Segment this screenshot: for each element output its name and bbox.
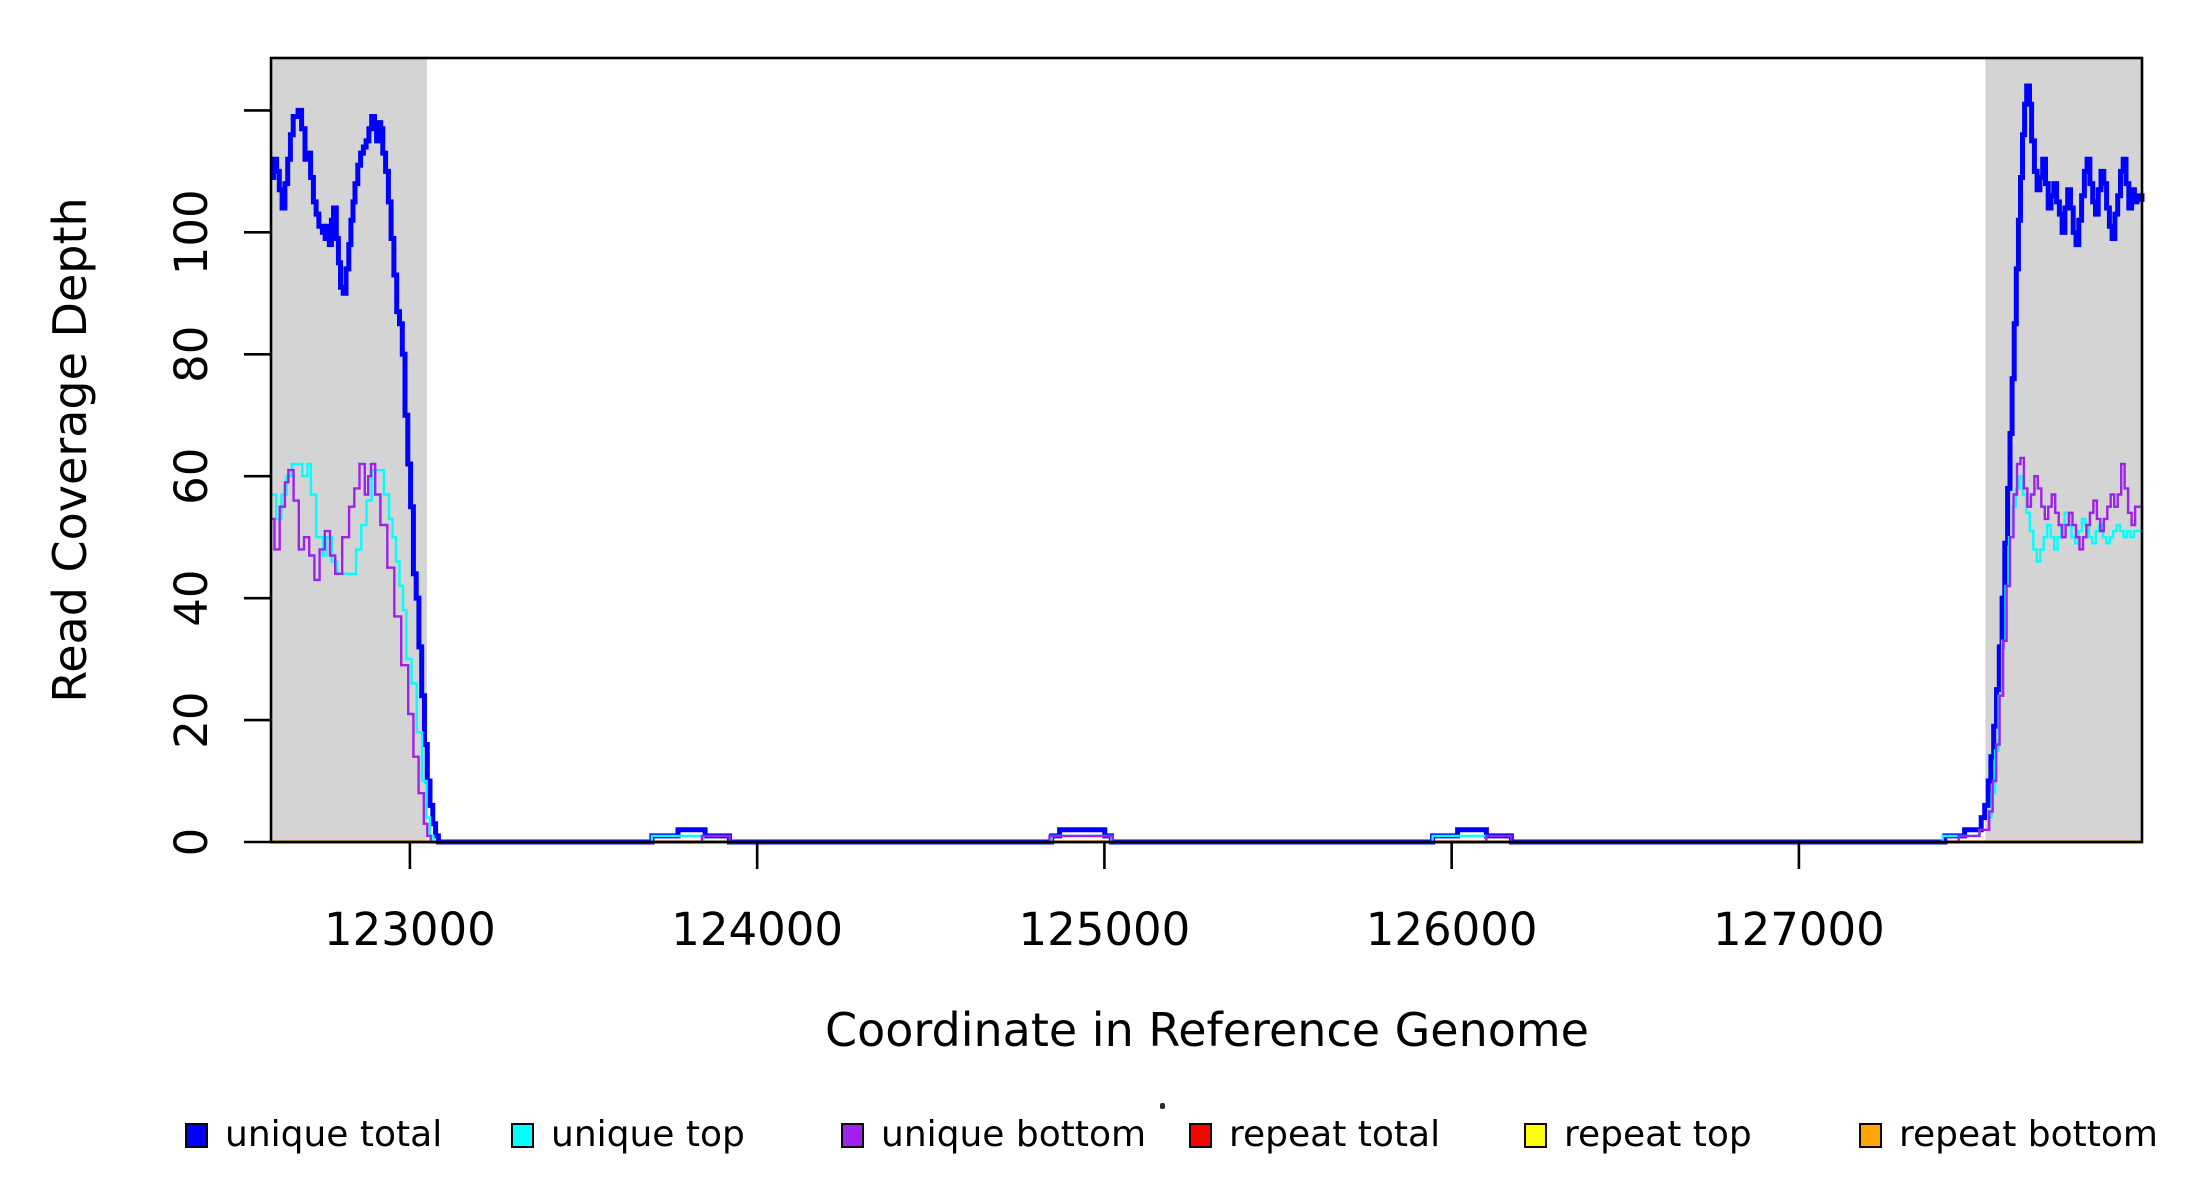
x-tick-label: 125000 xyxy=(1019,903,1191,956)
repeat-total-swatch-icon xyxy=(1189,1122,1212,1148)
y-tick-label: 100 xyxy=(165,189,218,275)
legend-item-repeat-top: repeat top xyxy=(1524,1112,1752,1158)
series-lines xyxy=(271,83,2145,845)
x-axis-title: Coordinate in Reference Genome xyxy=(825,1003,1589,1057)
legend-label: repeat total xyxy=(1229,1114,1441,1155)
shaded-regions xyxy=(271,58,2142,842)
plot-border-box xyxy=(269,56,2144,844)
legend-item-unique-top: unique top xyxy=(511,1112,745,1158)
series-unique-top-line xyxy=(271,462,2144,844)
y-tick-label: 60 xyxy=(165,448,218,505)
x-tick-label: 127000 xyxy=(1713,903,1885,956)
x-tick-label: 124000 xyxy=(671,903,843,956)
series-unique-total-line xyxy=(271,83,2145,845)
series-unique-bottom-line xyxy=(271,456,2144,844)
unique-total-swatch-icon xyxy=(185,1122,208,1148)
y-axis-ticks: 0 20 40 60 80 100 xyxy=(165,109,271,857)
legend-item-unique-total: unique total xyxy=(185,1112,442,1158)
legend-label: repeat bottom xyxy=(1899,1114,2158,1155)
y-tick-label: 0 xyxy=(165,828,218,857)
legend-label: unique total xyxy=(225,1114,443,1155)
shaded-region xyxy=(271,58,427,842)
unique-top-swatch-icon xyxy=(511,1122,534,1148)
repeat-bottom-swatch-icon xyxy=(1859,1122,1882,1148)
x-tick-label: 123000 xyxy=(324,903,496,956)
legend-label: unique top xyxy=(551,1114,745,1155)
legend: unique total unique top unique bottom re… xyxy=(0,1112,2200,1158)
stray-dot xyxy=(1160,1103,1165,1109)
legend-item-repeat-total: repeat total xyxy=(1189,1112,1440,1158)
legend-label: repeat top xyxy=(1564,1114,1752,1155)
y-tick-label: 40 xyxy=(165,570,218,627)
x-axis-ticks: 123000 124000 125000 126000 127000 xyxy=(324,842,1885,956)
unique-bottom-swatch-icon xyxy=(841,1122,864,1148)
repeat-top-swatch-icon xyxy=(1524,1122,1547,1148)
y-axis-title: Read Coverage Depth xyxy=(43,197,97,703)
y-tick-label: 80 xyxy=(165,326,218,383)
x-tick-label: 126000 xyxy=(1366,903,1538,956)
legend-label: unique bottom xyxy=(881,1114,1147,1155)
legend-item-unique-bottom: unique bottom xyxy=(841,1112,1146,1158)
plot-border xyxy=(269,56,2144,844)
y-tick-label: 20 xyxy=(165,691,218,748)
legend-item-repeat-bottom: repeat bottom xyxy=(1859,1112,2158,1158)
